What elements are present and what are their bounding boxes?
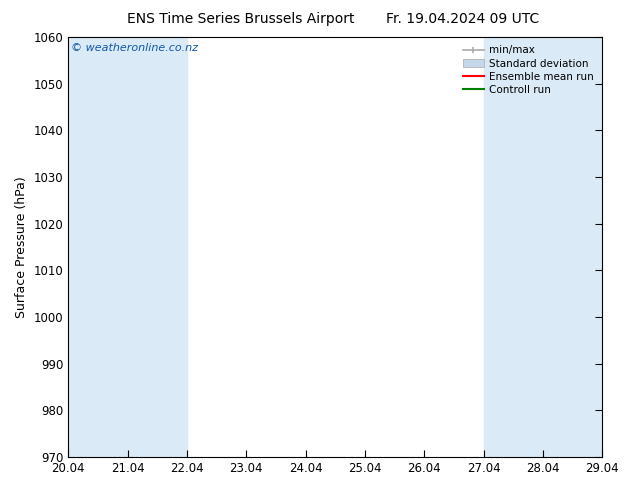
Bar: [484, 37, 543, 457]
Bar: [68, 37, 127, 457]
Bar: [602, 37, 632, 457]
Legend: min/max, Standard deviation, Ensemble mean run, Controll run: min/max, Standard deviation, Ensemble me…: [460, 42, 597, 98]
Text: © weatheronline.co.nz: © weatheronline.co.nz: [71, 44, 198, 53]
Text: Fr. 19.04.2024 09 UTC: Fr. 19.04.2024 09 UTC: [386, 12, 540, 26]
Y-axis label: Surface Pressure (hPa): Surface Pressure (hPa): [15, 176, 28, 318]
Text: ENS Time Series Brussels Airport: ENS Time Series Brussels Airport: [127, 12, 354, 26]
Bar: [127, 37, 187, 457]
Bar: [543, 37, 602, 457]
